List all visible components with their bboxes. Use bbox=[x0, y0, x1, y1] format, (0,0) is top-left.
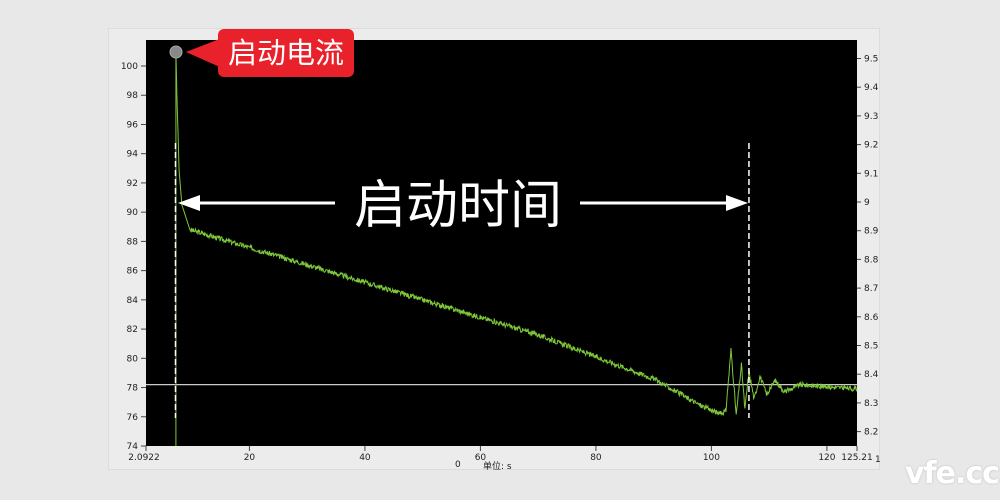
start-current-callout: 启动电流 bbox=[218, 29, 354, 77]
y-tick-label: 92 bbox=[127, 179, 138, 189]
y-right-tick-label: 8.3 bbox=[864, 399, 878, 409]
y-tick-label: 98 bbox=[127, 91, 139, 101]
y-right-tick-label: 8.5 bbox=[864, 342, 878, 352]
y-tick-label: 84 bbox=[127, 296, 139, 306]
y-right-tick-label: 9.5 bbox=[864, 55, 878, 65]
y-tick-label: 100 bbox=[121, 62, 138, 72]
y-tick-label: 74 bbox=[127, 442, 139, 452]
y-right-tick-label: 9.1 bbox=[864, 169, 878, 179]
y-tick-label: 94 bbox=[127, 150, 139, 160]
x-tick-label: 40 bbox=[359, 453, 371, 463]
y-tick-label: 76 bbox=[127, 413, 139, 423]
y-right-tick-label: 8.9 bbox=[864, 227, 879, 237]
y-right-tick-label: 8.2 bbox=[864, 428, 878, 438]
y-right-tick-label: 8.8 bbox=[864, 255, 879, 265]
y-right-tick-label: 9 bbox=[864, 198, 870, 208]
y-right-tick-label: 9.4 bbox=[864, 83, 879, 93]
callout-pointer bbox=[186, 38, 222, 68]
x-tick-label: 80 bbox=[590, 453, 602, 463]
y-right-tick-label: 9.2 bbox=[864, 141, 878, 151]
y-tick-label: 88 bbox=[127, 237, 139, 247]
y-tick-label: 96 bbox=[127, 120, 139, 130]
y-tick-label: 80 bbox=[127, 354, 139, 364]
watermark: vfe.cc bbox=[905, 456, 1000, 491]
x-axis-label: 单位: s bbox=[483, 460, 512, 472]
start-current-point bbox=[169, 45, 183, 59]
y-right-tick-label: 8.7 bbox=[864, 284, 878, 294]
y-tick-label: 82 bbox=[127, 325, 138, 335]
y-tick-label: 78 bbox=[127, 384, 139, 394]
x-tick-label: 2.0922 bbox=[128, 453, 160, 463]
x-extra-label: 1 bbox=[875, 455, 881, 465]
plot-area bbox=[146, 40, 857, 446]
x-tick-label: 120 bbox=[818, 453, 835, 463]
x-tick-label: 100 bbox=[703, 453, 720, 463]
x-tick-label: 20 bbox=[244, 453, 256, 463]
series-line bbox=[175, 51, 858, 417]
y-tick-label: 90 bbox=[127, 208, 139, 218]
y-right-tick-label: 9.3 bbox=[864, 112, 878, 122]
y-tick-label: 86 bbox=[127, 267, 139, 277]
x-extra-label: 0 bbox=[455, 460, 461, 470]
x-tick-label: 125.21 bbox=[841, 453, 873, 463]
y-right-tick-label: 8.6 bbox=[864, 313, 879, 323]
y-right-tick-label: 8.4 bbox=[864, 370, 879, 380]
start-time-annotation: 启动时间 bbox=[354, 176, 562, 236]
arrow-right-head bbox=[726, 195, 748, 211]
arrow-left-head bbox=[178, 195, 200, 211]
x-tick-label: 60 bbox=[475, 453, 487, 463]
